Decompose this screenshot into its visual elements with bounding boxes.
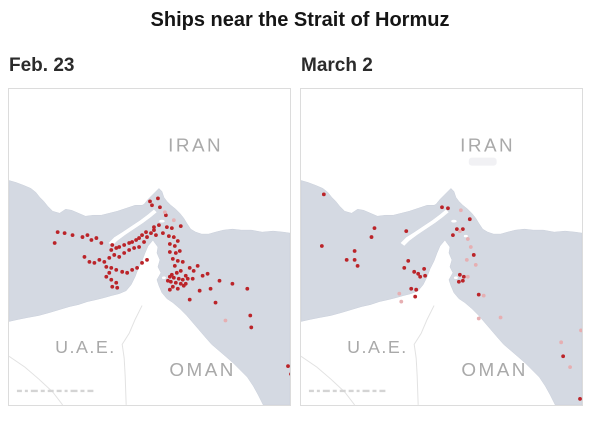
figure-title: Ships near the Strait of Hormuz [150,9,450,31]
date-label-feb-23: Feb. 23 [9,55,75,76]
date-label-march-2: March 2 [301,55,373,76]
label-uae: U.A.E. [347,337,408,357]
faded-label-area [468,157,497,166]
label-iran: IRAN [460,135,515,156]
label-oman: OMAN [461,359,528,380]
map-panel-march-2: March 2 IRAN U.A.E. OMAN [300,55,583,406]
label-uae: U.A.E. [55,337,116,357]
map-feb-23: IRAN U.A.E. OMAN [8,88,291,406]
ships-layer [52,196,290,376]
ships-faded-layer [163,210,228,323]
label-oman: OMAN [169,359,236,380]
map-panel-feb-23: Feb. 23 IRAN U.A.E. [8,55,291,406]
map-march-2: IRAN U.A.E. OMAN [300,88,583,406]
ships-layer [319,192,582,401]
maps-row: Feb. 23 IRAN U.A.E. [0,55,600,406]
ships-faded-layer [397,208,582,370]
label-iran: IRAN [168,135,223,156]
